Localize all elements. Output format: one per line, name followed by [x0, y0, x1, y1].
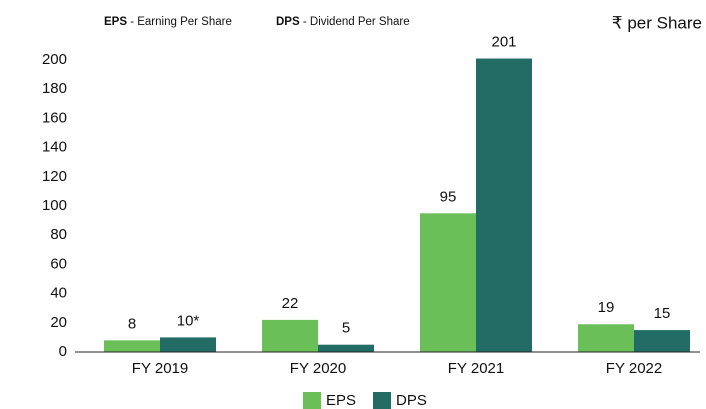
y-tick-label: 80: [50, 226, 67, 243]
bar: [104, 340, 160, 352]
legend-label: DPS: [396, 392, 427, 409]
y-tick-label: 140: [42, 139, 67, 156]
x-tick-label: FY 2019: [132, 360, 188, 377]
value-label: 22: [282, 295, 299, 312]
bar: [476, 58, 532, 352]
value-label: 10*: [177, 312, 200, 329]
note-text: - Earning Per Share: [130, 16, 232, 28]
bar: [578, 324, 634, 352]
legend-swatch: [303, 392, 321, 409]
bar: [634, 330, 690, 352]
header-note: DPS - Dividend Per Share: [276, 16, 410, 28]
note-text: - Dividend Per Share: [303, 16, 410, 28]
y-tick-label: 0: [59, 343, 67, 360]
note-abbr: DPS: [276, 16, 300, 28]
legend-swatch: [373, 392, 391, 409]
y-tick-label: 100: [42, 197, 67, 214]
y-tick-label: 160: [42, 109, 67, 126]
unit-label: ₹ per Share: [612, 13, 702, 32]
y-tick-label: 60: [50, 255, 67, 272]
bar: [420, 213, 476, 352]
y-tick-label: 200: [42, 51, 67, 68]
y-tick-label: 180: [42, 80, 67, 97]
value-label: 5: [342, 320, 350, 337]
x-tick-label: FY 2021: [448, 360, 504, 377]
bar: [160, 337, 216, 352]
y-tick-label: 40: [50, 285, 67, 302]
legend-label: EPS: [326, 392, 356, 409]
value-label: 15: [654, 305, 671, 322]
bar: [318, 344, 374, 352]
value-label: 19: [598, 299, 615, 316]
bar: [262, 319, 318, 352]
x-tick-label: FY 2020: [290, 360, 346, 377]
value-label: 201: [491, 34, 516, 51]
value-label: 95: [440, 188, 457, 205]
y-tick-label: 20: [50, 314, 67, 331]
header-note: EPS - Earning Per Share: [104, 16, 232, 28]
y-tick-label: 120: [42, 168, 67, 185]
note-abbr: EPS: [104, 16, 127, 28]
value-label: 8: [128, 315, 136, 332]
x-tick-label: FY 2022: [606, 360, 662, 377]
